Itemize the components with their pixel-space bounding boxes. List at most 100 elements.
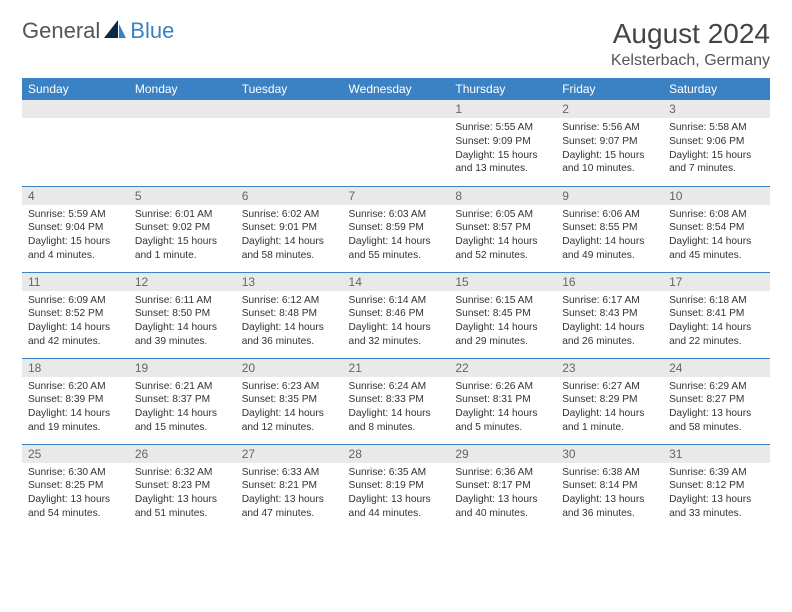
day-details: Sunrise: 6:29 AMSunset: 8:27 PMDaylight:… xyxy=(663,377,770,438)
calendar-cell: 6Sunrise: 6:02 AMSunset: 9:01 PMDaylight… xyxy=(236,186,343,272)
day-header: Saturday xyxy=(663,78,770,100)
day-number: 15 xyxy=(449,273,556,291)
day-details: Sunrise: 6:18 AMSunset: 8:41 PMDaylight:… xyxy=(663,291,770,352)
calendar-cell: 2Sunrise: 5:56 AMSunset: 9:07 PMDaylight… xyxy=(556,100,663,186)
logo-text-general: General xyxy=(22,18,100,44)
day-details: Sunrise: 6:24 AMSunset: 8:33 PMDaylight:… xyxy=(343,377,450,438)
calendar-cell: 18Sunrise: 6:20 AMSunset: 8:39 PMDayligh… xyxy=(22,358,129,444)
calendar-cell: 7Sunrise: 6:03 AMSunset: 8:59 PMDaylight… xyxy=(343,186,450,272)
day-number: 1 xyxy=(449,100,556,118)
day-details: Sunrise: 6:23 AMSunset: 8:35 PMDaylight:… xyxy=(236,377,343,438)
calendar-cell: 19Sunrise: 6:21 AMSunset: 8:37 PMDayligh… xyxy=(129,358,236,444)
day-number: 19 xyxy=(129,359,236,377)
day-header: Wednesday xyxy=(343,78,450,100)
day-details: Sunrise: 5:58 AMSunset: 9:06 PMDaylight:… xyxy=(663,118,770,179)
calendar-cell: 31Sunrise: 6:39 AMSunset: 8:12 PMDayligh… xyxy=(663,444,770,530)
day-number: 16 xyxy=(556,273,663,291)
calendar-cell: 3Sunrise: 5:58 AMSunset: 9:06 PMDaylight… xyxy=(663,100,770,186)
day-details: Sunrise: 5:56 AMSunset: 9:07 PMDaylight:… xyxy=(556,118,663,179)
day-header: Monday xyxy=(129,78,236,100)
calendar-cell: 24Sunrise: 6:29 AMSunset: 8:27 PMDayligh… xyxy=(663,358,770,444)
day-number: 20 xyxy=(236,359,343,377)
day-details: Sunrise: 6:32 AMSunset: 8:23 PMDaylight:… xyxy=(129,463,236,524)
calendar-cell: 21Sunrise: 6:24 AMSunset: 8:33 PMDayligh… xyxy=(343,358,450,444)
calendar-cell xyxy=(22,100,129,186)
day-details: Sunrise: 5:59 AMSunset: 9:04 PMDaylight:… xyxy=(22,205,129,266)
day-details: Sunrise: 6:39 AMSunset: 8:12 PMDaylight:… xyxy=(663,463,770,524)
calendar-cell: 25Sunrise: 6:30 AMSunset: 8:25 PMDayligh… xyxy=(22,444,129,530)
day-details: Sunrise: 6:02 AMSunset: 9:01 PMDaylight:… xyxy=(236,205,343,266)
calendar-cell: 5Sunrise: 6:01 AMSunset: 9:02 PMDaylight… xyxy=(129,186,236,272)
page-title: August 2024 xyxy=(611,18,770,50)
day-number: 5 xyxy=(129,187,236,205)
day-header: Tuesday xyxy=(236,78,343,100)
day-number: 14 xyxy=(343,273,450,291)
title-block: August 2024 Kelsterbach, Germany xyxy=(611,18,770,70)
day-number: 24 xyxy=(663,359,770,377)
logo: General Blue xyxy=(22,18,174,44)
day-number: 6 xyxy=(236,187,343,205)
calendar-week: 4Sunrise: 5:59 AMSunset: 9:04 PMDaylight… xyxy=(22,186,770,272)
empty-day xyxy=(236,100,343,118)
calendar-week: 18Sunrise: 6:20 AMSunset: 8:39 PMDayligh… xyxy=(22,358,770,444)
day-details: Sunrise: 6:38 AMSunset: 8:14 PMDaylight:… xyxy=(556,463,663,524)
day-number: 7 xyxy=(343,187,450,205)
day-details: Sunrise: 6:27 AMSunset: 8:29 PMDaylight:… xyxy=(556,377,663,438)
location-subtitle: Kelsterbach, Germany xyxy=(611,52,770,70)
day-details: Sunrise: 6:09 AMSunset: 8:52 PMDaylight:… xyxy=(22,291,129,352)
calendar-cell: 15Sunrise: 6:15 AMSunset: 8:45 PMDayligh… xyxy=(449,272,556,358)
day-header: Friday xyxy=(556,78,663,100)
calendar-cell: 10Sunrise: 6:08 AMSunset: 8:54 PMDayligh… xyxy=(663,186,770,272)
calendar-cell: 30Sunrise: 6:38 AMSunset: 8:14 PMDayligh… xyxy=(556,444,663,530)
calendar-cell: 13Sunrise: 6:12 AMSunset: 8:48 PMDayligh… xyxy=(236,272,343,358)
day-details: Sunrise: 6:01 AMSunset: 9:02 PMDaylight:… xyxy=(129,205,236,266)
day-details: Sunrise: 6:05 AMSunset: 8:57 PMDaylight:… xyxy=(449,205,556,266)
calendar-header-row: SundayMondayTuesdayWednesdayThursdayFrid… xyxy=(22,78,770,100)
day-number: 22 xyxy=(449,359,556,377)
day-details: Sunrise: 5:55 AMSunset: 9:09 PMDaylight:… xyxy=(449,118,556,179)
day-number: 12 xyxy=(129,273,236,291)
day-details: Sunrise: 6:26 AMSunset: 8:31 PMDaylight:… xyxy=(449,377,556,438)
calendar-cell: 8Sunrise: 6:05 AMSunset: 8:57 PMDaylight… xyxy=(449,186,556,272)
day-number: 31 xyxy=(663,445,770,463)
day-number: 27 xyxy=(236,445,343,463)
calendar-cell: 29Sunrise: 6:36 AMSunset: 8:17 PMDayligh… xyxy=(449,444,556,530)
calendar-cell: 1Sunrise: 5:55 AMSunset: 9:09 PMDaylight… xyxy=(449,100,556,186)
day-number: 2 xyxy=(556,100,663,118)
day-details: Sunrise: 6:11 AMSunset: 8:50 PMDaylight:… xyxy=(129,291,236,352)
day-number: 21 xyxy=(343,359,450,377)
day-number: 10 xyxy=(663,187,770,205)
calendar-week: 1Sunrise: 5:55 AMSunset: 9:09 PMDaylight… xyxy=(22,100,770,186)
calendar-cell: 28Sunrise: 6:35 AMSunset: 8:19 PMDayligh… xyxy=(343,444,450,530)
day-details: Sunrise: 6:08 AMSunset: 8:54 PMDaylight:… xyxy=(663,205,770,266)
day-details: Sunrise: 6:33 AMSunset: 8:21 PMDaylight:… xyxy=(236,463,343,524)
day-number: 26 xyxy=(129,445,236,463)
empty-day xyxy=(343,100,450,118)
day-details: Sunrise: 6:17 AMSunset: 8:43 PMDaylight:… xyxy=(556,291,663,352)
calendar-cell: 4Sunrise: 5:59 AMSunset: 9:04 PMDaylight… xyxy=(22,186,129,272)
calendar-cell: 12Sunrise: 6:11 AMSunset: 8:50 PMDayligh… xyxy=(129,272,236,358)
calendar-body: 1Sunrise: 5:55 AMSunset: 9:09 PMDaylight… xyxy=(22,100,770,530)
empty-day xyxy=(129,100,236,118)
calendar-cell: 27Sunrise: 6:33 AMSunset: 8:21 PMDayligh… xyxy=(236,444,343,530)
day-number: 9 xyxy=(556,187,663,205)
day-number: 3 xyxy=(663,100,770,118)
day-header: Sunday xyxy=(22,78,129,100)
empty-day xyxy=(22,100,129,118)
logo-sail-icon xyxy=(104,20,126,43)
day-details: Sunrise: 6:12 AMSunset: 8:48 PMDaylight:… xyxy=(236,291,343,352)
calendar-cell: 16Sunrise: 6:17 AMSunset: 8:43 PMDayligh… xyxy=(556,272,663,358)
calendar-cell: 22Sunrise: 6:26 AMSunset: 8:31 PMDayligh… xyxy=(449,358,556,444)
day-number: 29 xyxy=(449,445,556,463)
calendar-table: SundayMondayTuesdayWednesdayThursdayFrid… xyxy=(22,78,770,530)
day-details: Sunrise: 6:14 AMSunset: 8:46 PMDaylight:… xyxy=(343,291,450,352)
day-number: 4 xyxy=(22,187,129,205)
day-details: Sunrise: 6:20 AMSunset: 8:39 PMDaylight:… xyxy=(22,377,129,438)
day-number: 17 xyxy=(663,273,770,291)
day-number: 8 xyxy=(449,187,556,205)
day-details: Sunrise: 6:15 AMSunset: 8:45 PMDaylight:… xyxy=(449,291,556,352)
day-details: Sunrise: 6:06 AMSunset: 8:55 PMDaylight:… xyxy=(556,205,663,266)
calendar-cell: 14Sunrise: 6:14 AMSunset: 8:46 PMDayligh… xyxy=(343,272,450,358)
day-number: 18 xyxy=(22,359,129,377)
day-details: Sunrise: 6:36 AMSunset: 8:17 PMDaylight:… xyxy=(449,463,556,524)
